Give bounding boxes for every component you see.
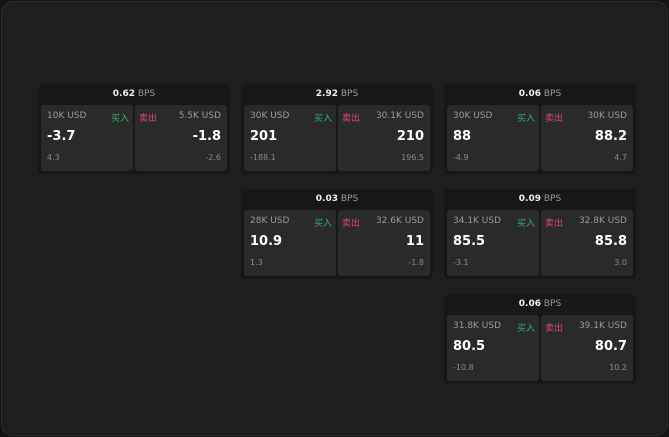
buy-side[interactable]: 31.8K USD 买入 80.5 -10.8: [447, 315, 539, 381]
sell-price: -1.8: [192, 129, 221, 144]
buy-change: -188.1: [250, 153, 276, 162]
buy-side[interactable]: 28K USD 买入 10.9 1.3: [244, 210, 336, 276]
buy-price: -3.7: [47, 129, 76, 144]
sell-size: 5.5K USD: [178, 111, 221, 121]
sell-label: 卖出: [139, 114, 158, 124]
sell-change: -2.6: [205, 153, 221, 162]
buy-size: 28K USD: [250, 216, 290, 226]
buy-size: 34.1K USD: [453, 216, 502, 226]
spread-value: 0.03: [315, 194, 338, 204]
sell-side[interactable]: 卖出 39.1K USD 80.7 10.2: [541, 315, 633, 381]
buy-change: -10.8: [453, 363, 474, 372]
spread-header: 0.03 BPS: [241, 189, 433, 209]
spread-unit: BPS: [543, 299, 562, 309]
quote-card: 0.06 BPS 30K USD 买入 88 -4.9 卖出 30K USD 8…: [444, 84, 636, 174]
spread-header: 0.06 BPS: [444, 84, 636, 104]
sell-change: 10.2: [609, 363, 627, 372]
sell-change: 3.0: [614, 258, 627, 267]
sell-label: 卖出: [545, 114, 564, 124]
sell-side[interactable]: 卖出 5.5K USD -1.8 -2.6: [135, 105, 227, 171]
sell-price: 80.7: [594, 339, 627, 354]
buy-change: -4.9: [453, 153, 469, 162]
sell-size: 32.6K USD: [375, 216, 424, 226]
quote-card: 0.03 BPS 28K USD 买入 10.9 1.3 卖出 32.6K US…: [241, 189, 433, 279]
sell-size: 30.1K USD: [375, 111, 424, 121]
buy-label: 买入: [313, 114, 332, 124]
buy-price: 201: [250, 129, 278, 144]
buy-size: 30K USD: [453, 111, 493, 121]
sell-label: 卖出: [342, 219, 361, 229]
quote-card: 2.92 BPS 30K USD 买入 201 -188.1 卖出 30.1K …: [241, 84, 433, 174]
sell-change: 4.7: [614, 153, 627, 162]
buy-price: 80.5: [453, 339, 486, 354]
spread-header: 2.92 BPS: [241, 84, 433, 104]
sell-change: 196.5: [401, 153, 424, 162]
spread-value: 0.06: [518, 299, 541, 309]
spread-value: 0.06: [518, 89, 541, 99]
buy-side[interactable]: 30K USD 买入 201 -188.1: [244, 105, 336, 171]
buy-change: 1.3: [250, 258, 263, 267]
buy-side[interactable]: 34.1K USD 买入 85.5 -3.1: [447, 210, 539, 276]
sell-label: 卖出: [545, 324, 564, 334]
buy-price: 85.5: [453, 234, 486, 249]
spread-value: 0.62: [112, 89, 135, 99]
sell-size: 30K USD: [587, 111, 627, 121]
quote-card: 0.62 BPS 10K USD 买入 -3.7 4.3 卖出 5.5K USD…: [38, 84, 230, 174]
buy-side[interactable]: 30K USD 买入 88 -4.9: [447, 105, 539, 171]
buy-label: 买入: [516, 219, 535, 229]
sell-size: 39.1K USD: [578, 321, 627, 331]
sell-side[interactable]: 卖出 30K USD 88.2 4.7: [541, 105, 633, 171]
buy-price: 88: [453, 129, 472, 144]
sell-label: 卖出: [545, 219, 564, 229]
buy-price: 10.9: [250, 234, 283, 249]
sell-price: 210: [396, 129, 424, 144]
buy-label: 买入: [516, 114, 535, 124]
sell-side[interactable]: 卖出 32.8K USD 85.8 3.0: [541, 210, 633, 276]
spread-unit: BPS: [340, 89, 359, 99]
buy-side[interactable]: 10K USD 买入 -3.7 4.3: [41, 105, 133, 171]
sell-label: 卖出: [342, 114, 361, 124]
spread-header: 0.09 BPS: [444, 189, 636, 209]
sell-side[interactable]: 卖出 32.6K USD 11 -1.8: [338, 210, 430, 276]
buy-label: 买入: [313, 219, 332, 229]
buy-size: 30K USD: [250, 111, 290, 121]
spread-unit: BPS: [137, 89, 156, 99]
spread-unit: BPS: [543, 194, 562, 204]
sell-price: 88.2: [594, 129, 627, 144]
sell-change: -1.8: [408, 258, 424, 267]
sell-price: 11: [405, 234, 424, 249]
buy-change: 4.3: [47, 153, 60, 162]
spread-unit: BPS: [543, 89, 562, 99]
buy-label: 买入: [110, 114, 129, 124]
sell-price: 85.8: [594, 234, 627, 249]
sell-side[interactable]: 卖出 30.1K USD 210 196.5: [338, 105, 430, 171]
spread-header: 0.06 BPS: [444, 294, 636, 314]
spread-value: 0.09: [518, 194, 541, 204]
quote-card: 0.06 BPS 31.8K USD 买入 80.5 -10.8 卖出 39.1…: [444, 294, 636, 384]
spread-header: 0.62 BPS: [38, 84, 230, 104]
buy-size: 31.8K USD: [453, 321, 502, 331]
spread-value: 2.92: [315, 89, 338, 99]
buy-change: -3.1: [453, 258, 469, 267]
buy-label: 买入: [516, 324, 535, 334]
sell-size: 32.8K USD: [578, 216, 627, 226]
quote-card: 0.09 BPS 34.1K USD 买入 85.5 -3.1 卖出 32.8K…: [444, 189, 636, 279]
spread-unit: BPS: [340, 194, 359, 204]
buy-size: 10K USD: [47, 111, 87, 121]
